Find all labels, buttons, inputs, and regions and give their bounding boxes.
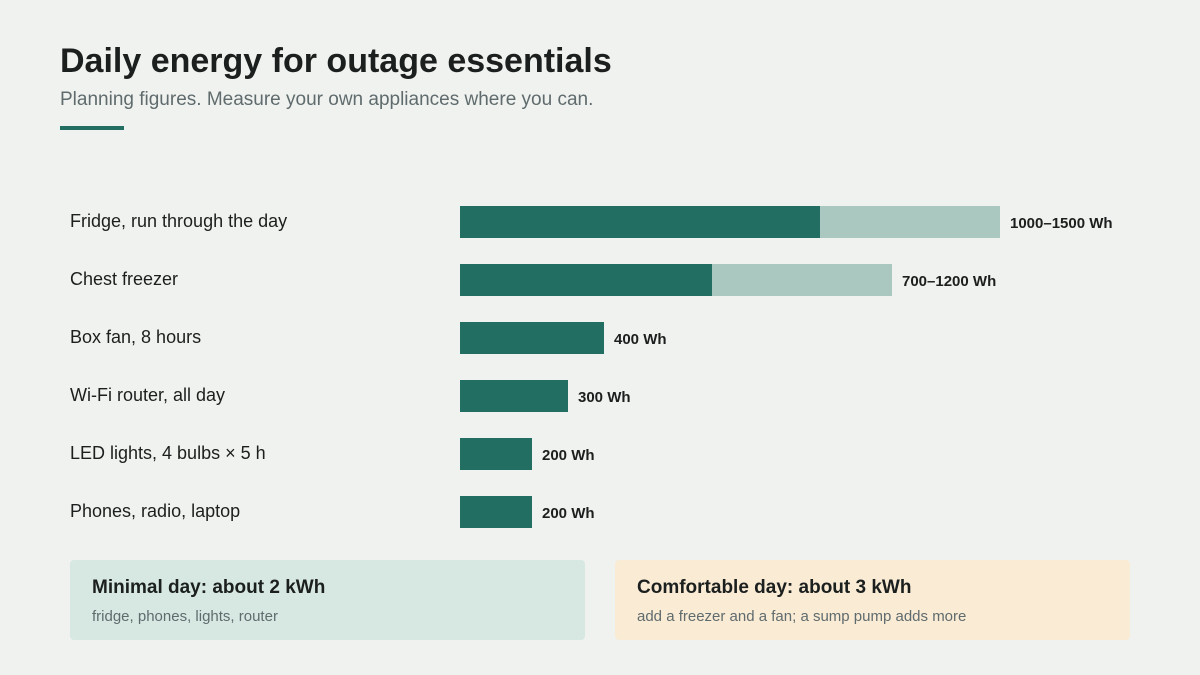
value-label-wi-fi-router-all-day: 300 Wh xyxy=(578,389,631,406)
category-label-phones-radio-laptop: Phones, radio, laptop xyxy=(70,501,240,521)
category-label-wi-fi-router-all-day: Wi-Fi router, all day xyxy=(70,385,225,405)
bar-phones-radio-laptop xyxy=(460,496,532,528)
bar-chest-freezer xyxy=(460,264,712,296)
value-label-chest-freezer: 700–1200 Wh xyxy=(902,273,996,290)
bar-led-lights-4-bulbs-5-h xyxy=(460,438,532,470)
comfortable-day-detail: add a freezer and a fan; a sump pump add… xyxy=(637,608,967,625)
value-label-fridge-run-through-the-day: 1000–1500 Wh xyxy=(1010,215,1113,232)
category-label-box-fan-8-hours: Box fan, 8 hours xyxy=(70,327,201,347)
comfortable-day-title: Comfortable day: about 3 kWh xyxy=(637,577,912,598)
value-label-led-lights-4-bulbs-5-h: 200 Wh xyxy=(542,447,595,464)
minimal-day-title: Minimal day: about 2 kWh xyxy=(92,577,326,598)
bar-wi-fi-router-all-day xyxy=(460,380,568,412)
category-label-fridge-run-through-the-day: Fridge, run through the day xyxy=(70,211,287,231)
bar-box-fan-8-hours xyxy=(460,322,604,354)
bar-fridge-run-through-the-day xyxy=(460,206,820,238)
value-label-box-fan-8-hours: 400 Wh xyxy=(614,331,667,348)
title-accent-rule xyxy=(60,126,124,130)
value-label-phones-radio-laptop: 200 Wh xyxy=(542,505,595,522)
category-label-led-lights-4-bulbs-5-h: LED lights, 4 bulbs × 5 h xyxy=(70,443,266,463)
comfortable-day-card: Comfortable day: about 3 kWh add a freez… xyxy=(615,560,1130,640)
minimal-day-card: Minimal day: about 2 kWh fridge, phones,… xyxy=(70,560,585,640)
category-label-chest-freezer: Chest freezer xyxy=(70,269,178,289)
chart-title: Daily energy for outage essentials xyxy=(60,42,612,80)
minimal-day-detail: fridge, phones, lights, router xyxy=(92,608,278,625)
chart-subtitle: Planning figures. Measure your own appli… xyxy=(60,89,594,110)
